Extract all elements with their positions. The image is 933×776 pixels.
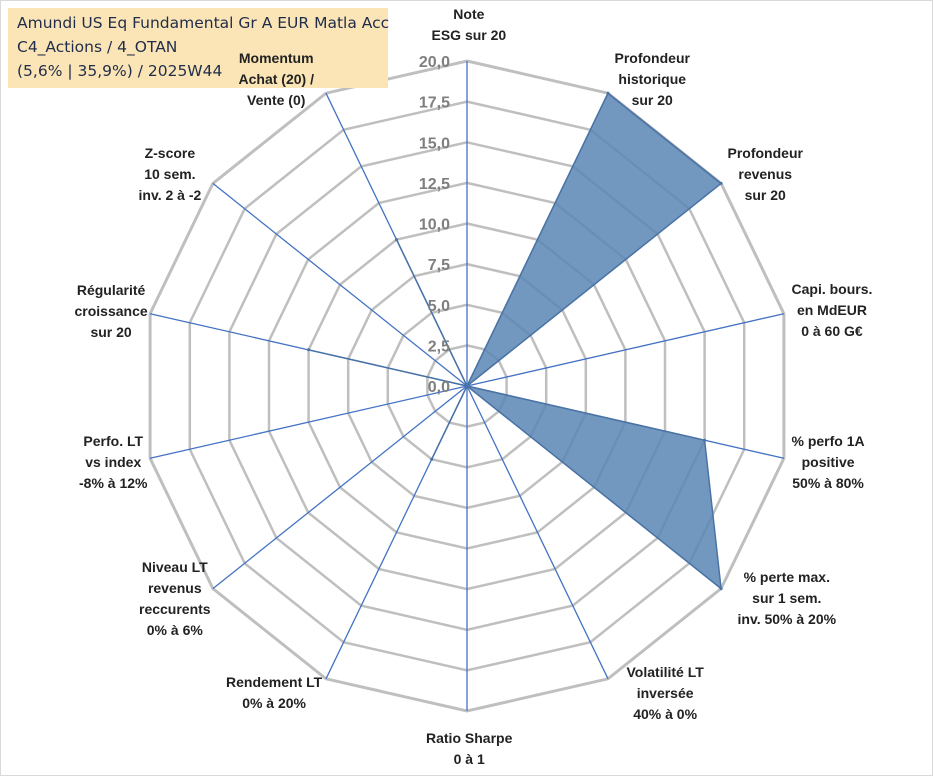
axis-label-line: Régularité	[76, 282, 146, 298]
axis-label-line: 0% à 20%	[242, 695, 307, 711]
axis-spoke	[149, 385, 468, 459]
axis-label-line: ESG sur 20	[431, 27, 507, 43]
axis-label: Profondeur historique sur 20	[615, 48, 690, 111]
radial-tick-label: 20,0	[419, 54, 450, 71]
radar-series	[307, 91, 723, 591]
axis-label: Ratio Sharpe 0 à 1	[426, 728, 512, 770]
axis-label: Rendement LT 0% à 20%	[226, 672, 322, 714]
data-point	[703, 438, 707, 442]
axis-label: Profondeur revenus sur 20	[728, 143, 803, 206]
radial-tick-label: 12,5	[419, 176, 450, 193]
data-point	[719, 181, 723, 185]
axis-spoke	[466, 313, 785, 387]
radial-tick-label: 0,0	[428, 379, 450, 396]
axis-label: Perfo. LT vs index -8% à 12%	[79, 431, 147, 494]
radial-tick-label: 5,0	[428, 298, 450, 315]
axis-label-line: 50% à 80%	[792, 475, 864, 491]
radial-tick-labels: 0,0 2,5 5,0 7,5 10,0 12,5 15,0 17,5 20,0	[419, 54, 450, 396]
axis-label-line: vs index	[85, 454, 142, 470]
axis-label: Note ESG sur 20	[432, 4, 507, 46]
radial-tick-label: 15,0	[419, 135, 450, 152]
axis-label: % perte max. sur 1 sem. inv. 50% à 20%	[738, 567, 837, 630]
axis-label-line: Profondeur	[727, 145, 803, 161]
axis-label-line: -8% à 12%	[79, 475, 148, 491]
axis-label-line: Vente (0)	[247, 92, 306, 108]
series-area	[308, 92, 723, 591]
axis-spoke	[466, 385, 609, 680]
axis-label-line: Niveau LT	[141, 559, 208, 575]
axis-label-line: inv. 2 à -2	[138, 187, 202, 203]
axis-label-line: revenus	[147, 580, 202, 596]
axis-label: % perfo 1A positive 50% à 80%	[792, 431, 865, 494]
radial-tick-label: 7,5	[428, 257, 450, 274]
chart-title-line: C4_Actions / 4_OTAN	[17, 38, 178, 56]
axis-label-line: revenus	[738, 166, 793, 182]
axis-label-line: Rendement LT	[226, 674, 323, 690]
axis-label-line: % perte max.	[743, 569, 830, 585]
data-point	[430, 457, 434, 461]
axis-label-line: Z-score	[144, 145, 196, 161]
axis-label-line: inversée	[636, 685, 694, 701]
axis-label-line: 0 à 60 G€	[801, 323, 863, 339]
chart-title-line: Amundi US Eq Fundamental Gr A EUR Matla …	[17, 14, 390, 32]
axis-spoke	[212, 385, 468, 590]
axis-label-line: Momentum	[238, 50, 314, 66]
data-point	[719, 587, 723, 591]
radial-tick-label: 10,0	[419, 217, 450, 234]
axis-spoke	[212, 182, 468, 387]
axis-label-line: Ratio Sharpe	[426, 730, 513, 746]
axis-label-line: sur 1 sem.	[752, 590, 822, 606]
axis-label-line: 0% à 6%	[146, 622, 203, 638]
axis-label: Niveau LT revenus reccurents 0% à 6%	[139, 557, 211, 641]
axis-label-line: Capi. bours.	[791, 281, 873, 297]
axis-label: Régularité croissance sur 20	[75, 280, 148, 343]
axis-label-line: Note	[453, 6, 485, 22]
axis-label-line: sur 20	[631, 92, 673, 108]
axis-label-line: 40% à 0%	[633, 706, 698, 722]
data-point	[395, 238, 398, 242]
axis-label: Momentum Achat (20) / Vente (0)	[239, 48, 314, 111]
axis-label-line: Achat (20) /	[238, 71, 314, 87]
axis-label-line: en MdEUR	[796, 302, 867, 318]
axis-label-line: % perfo 1A	[791, 433, 865, 449]
axis-label-line: 0 à 1	[453, 751, 485, 767]
axis-label-line: Perfo. LT	[83, 433, 144, 449]
axis-label-line: Profondeur	[614, 50, 690, 66]
radial-tick-label: 17,5	[419, 95, 450, 112]
axis-label-line: Volatilité LT	[626, 664, 704, 680]
data-point	[307, 348, 311, 352]
axis-label-line: sur 20	[90, 324, 132, 340]
axis-label: Capi. bours. en MdEUR 0 à 60 G€	[792, 279, 873, 342]
axis-label-line: 10 sem.	[144, 166, 196, 182]
axis-label-line: croissance	[74, 303, 148, 319]
axis-label-line: sur 20	[744, 187, 786, 203]
radial-tick-label: 2,5	[428, 338, 450, 355]
data-point	[606, 91, 610, 95]
data-point	[465, 384, 469, 388]
axis-label-line: positive	[801, 454, 855, 470]
axis-label-line: historique	[618, 71, 687, 87]
axis-label-line: inv. 50% à 20%	[737, 611, 837, 627]
axis-label: Volatilité LT inversée 40% à 0%	[627, 662, 704, 725]
axis-label-line: reccurents	[139, 601, 211, 617]
axis-label: Z-score 10 sem. inv. 2 à -2	[139, 143, 202, 206]
chart-title: Amundi US Eq Fundamental Gr A EUR Matla …	[8, 8, 390, 88]
chart-title-line: (5,6% | 35,9%) / 2025W44	[17, 62, 223, 80]
